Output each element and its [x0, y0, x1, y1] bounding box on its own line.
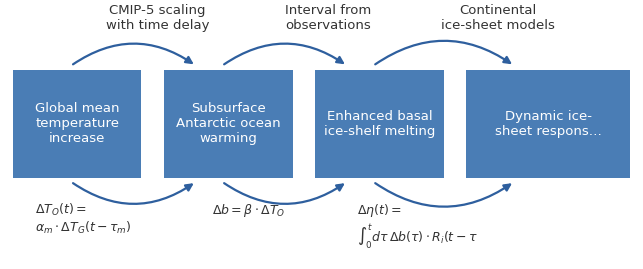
FancyBboxPatch shape: [164, 70, 293, 178]
FancyArrowPatch shape: [376, 41, 510, 64]
FancyArrowPatch shape: [73, 44, 192, 64]
FancyArrowPatch shape: [224, 44, 343, 64]
Text: CMIP-5 scaling
with time delay: CMIP-5 scaling with time delay: [106, 4, 209, 32]
Text: Dynamic ice-
sheet respons…: Dynamic ice- sheet respons…: [494, 110, 602, 138]
Text: Subsurface
Antarctic ocean
warming: Subsurface Antarctic ocean warming: [176, 102, 280, 145]
Text: $\Delta T_O(t) =$
$\alpha_m \cdot \Delta T_G(t - \tau_m)$: $\Delta T_O(t) =$ $\alpha_m \cdot \Delta…: [35, 202, 132, 236]
Text: Continental
ice-sheet models: Continental ice-sheet models: [441, 4, 556, 32]
FancyBboxPatch shape: [466, 70, 630, 178]
FancyBboxPatch shape: [315, 70, 444, 178]
FancyArrowPatch shape: [224, 183, 343, 204]
Text: $\Delta\eta(t) =$
$\int_0^t d\tau\,\Delta b(\tau) \cdot R_i(t - \tau$: $\Delta\eta(t) =$ $\int_0^t d\tau\,\Delt…: [357, 202, 478, 252]
Text: Enhanced basal
ice-shelf melting: Enhanced basal ice-shelf melting: [323, 110, 435, 138]
Text: Interval from
observations: Interval from observations: [285, 4, 371, 32]
FancyBboxPatch shape: [13, 70, 141, 178]
Text: Global mean
temperature
increase: Global mean temperature increase: [35, 102, 120, 145]
FancyArrowPatch shape: [73, 183, 192, 204]
Text: $\Delta b = \beta \cdot \Delta T_O$: $\Delta b = \beta \cdot \Delta T_O$: [212, 202, 285, 219]
FancyArrowPatch shape: [376, 183, 510, 207]
